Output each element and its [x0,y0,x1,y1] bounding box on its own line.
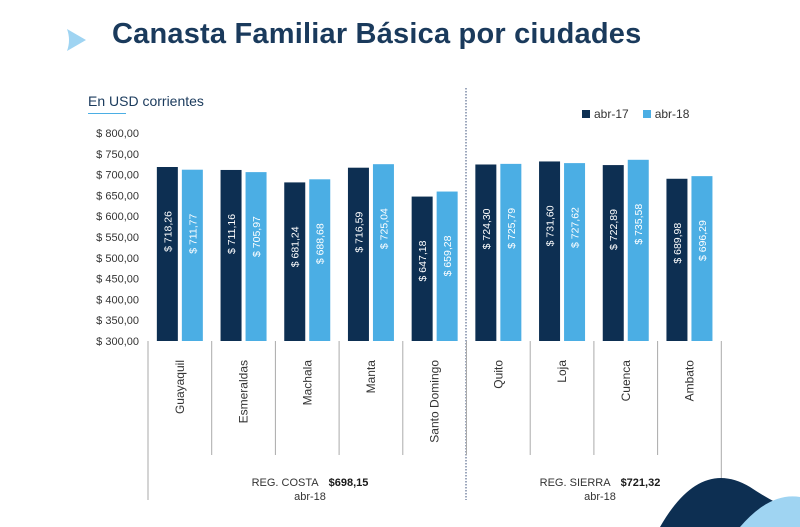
bar-abr-18 [309,179,331,341]
category-label: Manta [364,360,378,394]
bar-abr-18 [500,163,522,341]
decorative-corner-shape [660,478,800,527]
bar-abr-17 [220,169,242,341]
bar-value-label: $ 689,98 [672,223,684,264]
bar-value-label: $ 731,60 [545,205,557,246]
bar-value-label: $ 724,30 [481,208,493,249]
y-tick-label: $ 350,00 [96,315,139,327]
bar-abr-18 [372,164,394,341]
bar-value-label: $ 711,16 [226,214,238,254]
region-label-sierra: REG. SIERRA $721,32 abr-18 [520,476,680,504]
bar-value-label: $ 696,29 [697,220,709,261]
category-label: Machala [300,360,314,406]
page-title: Canasta Familiar Básica por ciudades [112,18,642,50]
bar-value-label: $ 688,68 [315,223,327,264]
legend-swatch-series-2 [642,110,651,118]
region-average-sierra: $721,32 [620,477,661,489]
category-label: Guayaquil [173,360,187,414]
category-label: Cuenca [619,360,633,402]
y-tick-label: $ 800,00 [96,128,139,140]
region-average-costa: $698,15 [328,477,369,489]
category-label: Esmeraldas [237,360,251,423]
bar-abr-18 [245,172,267,341]
category-label: Santo Domingo [428,360,442,443]
bar-value-label: $ 718,26 [162,211,174,252]
region-period-sierra: abr-18 [584,491,616,503]
y-tick-label: $ 300,00 [96,336,139,348]
bar-abr-18 [181,169,203,341]
category-label: Loja [555,360,569,383]
bar-value-label: $ 727,62 [570,207,582,248]
region-period-costa: abr-18 [294,491,326,503]
bar-value-label: $ 725,79 [506,208,518,249]
legend-label-series-2: abr-18 [654,107,690,121]
bar-abr-17 [411,196,433,341]
bar-abr-18 [691,176,713,341]
region-name-costa: REG. COSTA [251,477,319,489]
bar-value-label: $ 725,04 [378,208,390,249]
bar-abr-17 [347,167,369,341]
unit-underline [88,113,126,114]
bar-value-label: $ 735,58 [633,204,645,245]
region-name-sierra: REG. SIERRA [539,477,611,489]
bar-abr-17 [539,161,561,341]
y-tick-label: $ 650,00 [96,190,139,202]
bar-value-label: $ 716,59 [353,212,365,253]
unit-label: En USD corrientes [88,93,204,109]
legend-item-series-2: abr-18 [642,107,690,121]
bar-value-label: $ 681,24 [290,226,302,267]
bar-value-label: $ 705,97 [251,216,263,257]
bar-abr-17 [284,182,306,341]
category-label: Ambato [682,360,696,402]
bar-value-label: $ 647,18 [417,240,429,281]
play-arrow-icon [67,29,86,51]
bar-value-label: $ 722,89 [608,209,620,250]
bar-abr-17 [475,164,497,341]
bar-abr-18 [627,159,649,341]
legend-swatch-series-1 [582,110,590,118]
bar-abr-17 [602,165,624,341]
category-label: Quito [491,360,505,389]
bar-abr-18 [564,163,586,341]
y-tick-label: $ 450,00 [96,274,139,286]
y-tick-label: $ 700,00 [96,170,139,182]
bar-abr-17 [666,178,688,341]
bar-value-label: $ 659,28 [442,235,454,276]
legend-item-series-1: abr-17 [582,107,629,121]
bar-abr-18 [436,191,458,341]
chart-legend: abr-17 abr-18 [582,107,689,121]
bar-value-label: $ 711,77 [187,214,199,254]
y-tick-label: $ 550,00 [96,232,139,244]
region-label-costa: REG. COSTA $698,15 abr-18 [230,476,390,504]
y-tick-label: $ 400,00 [96,294,139,306]
bar-abr-17 [156,167,178,341]
y-tick-label: $ 750,00 [96,149,139,161]
y-tick-label: $ 600,00 [96,211,139,223]
legend-label-series-1: abr-17 [594,107,629,121]
y-tick-label: $ 500,00 [96,253,139,265]
